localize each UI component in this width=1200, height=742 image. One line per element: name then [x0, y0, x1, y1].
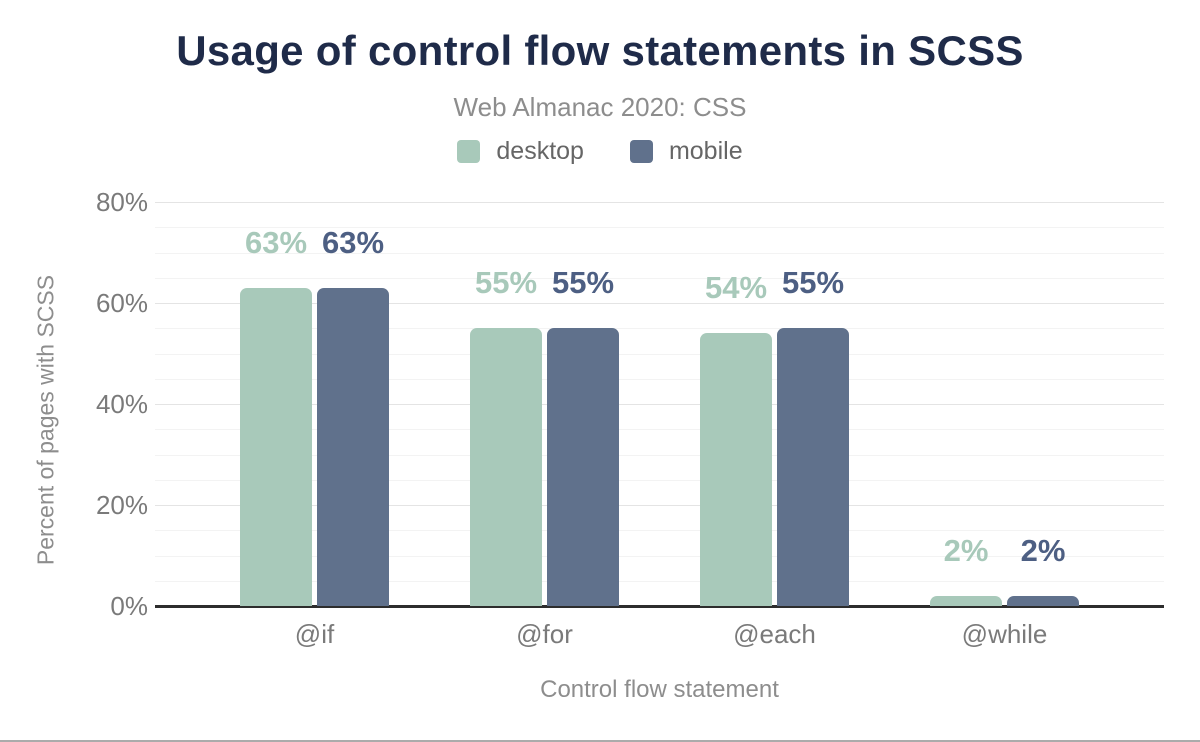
value-label-desktop-if: 63% [244, 224, 308, 260]
y-tick-80: 80% [95, 187, 148, 217]
plot-area: 63% 55% 54% 2% 63% 55% 55% 2% [155, 202, 1164, 608]
gridline-minor-30 [155, 454, 1164, 456]
y-tick-60: 60% [95, 288, 148, 318]
legend-label-desktop: desktop [496, 137, 584, 165]
chart-title: Usage of control flow statements in SCSS [176, 27, 1024, 74]
bar-desktop-if [240, 287, 312, 606]
gridline-minor-50 [155, 353, 1164, 355]
value-label-mobile-each: 55% [781, 265, 845, 301]
gridline-major-80 [155, 202, 1164, 203]
gridline-major-20 [155, 505, 1164, 506]
bar-mobile-while [1007, 595, 1079, 606]
gridline-minor-5 [155, 580, 1164, 582]
x-tick-for: @for [516, 619, 573, 649]
gridline-major-40 [155, 404, 1164, 405]
legend-swatch-mobile [629, 139, 653, 163]
value-label-mobile-for: 55% [551, 265, 615, 301]
gridline-minor-35 [155, 429, 1164, 431]
gridline-minor-10 [155, 555, 1164, 557]
bar-desktop-while [930, 595, 1002, 606]
gridline-minor-75 [155, 227, 1164, 229]
value-label-mobile-while: 2% [1020, 532, 1066, 568]
legend-label-mobile: mobile [668, 137, 743, 165]
gridline-minor-25 [155, 479, 1164, 481]
legend-swatch-desktop [457, 139, 481, 163]
legend: desktop mobile [0, 137, 1200, 165]
legend-item-mobile: mobile [629, 137, 743, 165]
bar-desktop-for [470, 328, 542, 606]
value-label-desktop-while: 2% [943, 532, 989, 568]
gridline-minor-65 [155, 277, 1164, 279]
y-tick-20: 20% [95, 490, 148, 520]
y-tick-40: 40% [95, 389, 148, 419]
x-tick-each: @each [733, 619, 816, 649]
bar-mobile-each [777, 328, 849, 606]
bar-mobile-for [547, 328, 619, 606]
x-tick-while: @while [961, 619, 1048, 649]
gridline-minor-45 [155, 378, 1164, 380]
bar-desktop-each [700, 333, 772, 606]
bar-mobile-if [317, 287, 389, 606]
x-axis-line [155, 605, 1164, 608]
gridline-minor-70 [155, 252, 1164, 254]
y-tick-0: 0% [110, 591, 148, 621]
chart-subtitle: Web Almanac 2020: CSS [453, 92, 747, 122]
legend-item-desktop: desktop [457, 137, 584, 165]
x-axis-title: Control flow statement [540, 676, 779, 703]
y-axis-title: Percent of pages with SCSS [32, 274, 59, 566]
gridline-minor-55 [155, 328, 1164, 330]
value-label-desktop-for: 55% [474, 265, 538, 301]
value-label-mobile-if: 63% [321, 224, 385, 260]
value-label-desktop-each: 54% [704, 270, 768, 306]
gridline-minor-15 [155, 530, 1164, 532]
gridline-major-60 [155, 303, 1164, 304]
x-tick-if: @if [294, 619, 335, 649]
